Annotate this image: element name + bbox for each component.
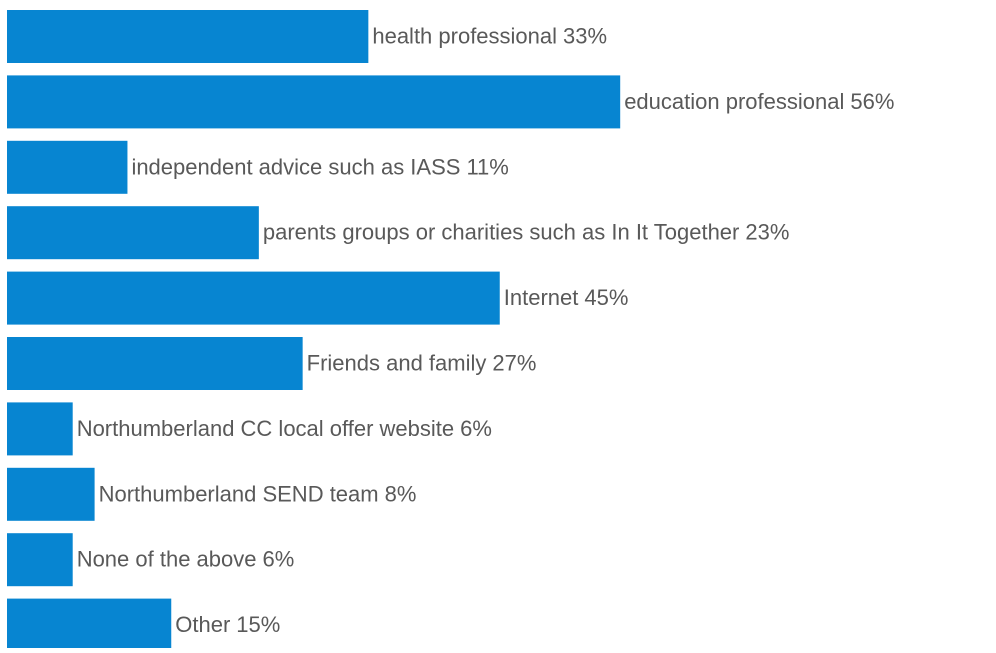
category-label: None of the above: [77, 547, 257, 572]
bar-label: Northumberland CC local offer website 6%: [77, 416, 492, 441]
bar: [7, 402, 73, 456]
category-label: parents groups or charities such as In I…: [263, 220, 740, 245]
bar-label: parents groups or charities such as In I…: [263, 220, 790, 245]
bar: [7, 10, 369, 63]
value-label: 45%: [584, 285, 628, 310]
bar: [7, 206, 259, 260]
value-label: 33%: [563, 23, 607, 48]
category-label: Northumberland SEND team: [99, 481, 379, 506]
bar: [7, 140, 128, 194]
bar-label: education professional 56%: [624, 89, 894, 114]
bar-label: Internet 45%: [504, 285, 629, 310]
category-label: Internet: [504, 285, 579, 310]
value-label: 11%: [466, 154, 508, 179]
bar-label: independent advice such as IASS 11%: [131, 154, 508, 179]
bar: [7, 598, 172, 652]
bar-label: Other 15%: [175, 612, 280, 637]
value-label: 6%: [460, 416, 492, 441]
bar-label: health professional 33%: [372, 23, 607, 48]
bar-label: Friends and family 27%: [307, 350, 537, 375]
category-label: health professional: [372, 23, 557, 48]
value-label: 15%: [236, 612, 280, 637]
category-label: education professional: [624, 89, 844, 114]
value-label: 8%: [385, 481, 417, 506]
bar-label: None of the above 6%: [77, 547, 295, 572]
bar-label: Northumberland SEND team 8%: [99, 481, 417, 506]
category-label: Other: [175, 612, 230, 637]
value-label: 23%: [745, 220, 789, 245]
bar: [7, 75, 621, 129]
value-label: 6%: [263, 547, 295, 572]
value-label: 56%: [850, 89, 894, 114]
bar: [7, 467, 95, 521]
category-label: independent advice such as IASS: [131, 154, 460, 179]
bar: [7, 271, 500, 325]
category-label: Friends and family: [307, 350, 487, 375]
value-label: 27%: [492, 350, 536, 375]
category-label: Northumberland CC local offer website: [77, 416, 454, 441]
bar: [7, 533, 73, 587]
bar: [7, 337, 303, 390]
